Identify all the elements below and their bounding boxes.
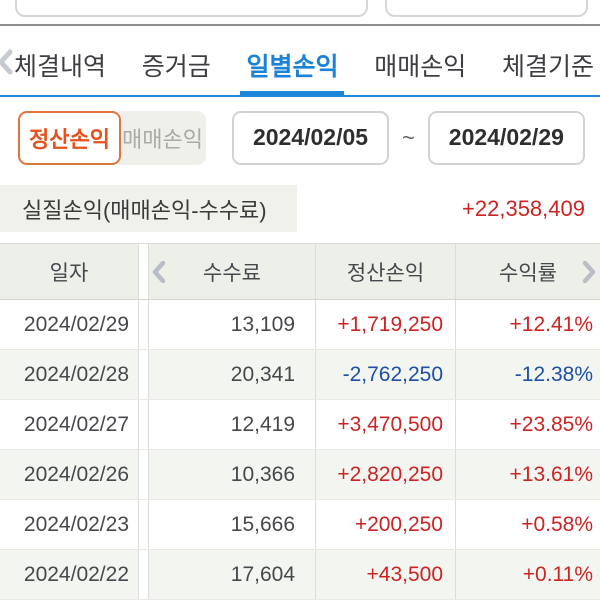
cell-date: 2024/02/23 (23, 512, 129, 536)
header-date: 일자 (49, 261, 89, 285)
cell-settlement-pl: -2,762,250 (342, 362, 443, 386)
cell-fee: 20,341 (230, 362, 295, 386)
cell-fee: 13,109 (230, 312, 295, 336)
net-pl-value: +22,358,409 (462, 195, 585, 221)
column-divider (138, 244, 139, 299)
column-divider (315, 244, 316, 299)
table-row[interactable]: 2024/02/29 13,109 +1,719,250 +12.41% (0, 300, 600, 350)
cell-settlement-pl: +2,820,250 (337, 462, 443, 486)
header-fee: 수수료 (203, 261, 261, 285)
tab-execution-basis[interactable]: 체결기준 (501, 52, 594, 81)
cell-date: 2024/02/29 (23, 312, 129, 336)
column-divider (148, 244, 149, 299)
columns-scroll-left-icon[interactable] (151, 260, 166, 288)
cell-date: 2024/02/22 (23, 562, 129, 586)
table-row[interactable]: 2024/02/28 20,341 -2,762,250 -12.38% (0, 350, 600, 400)
net-pl-label: 실질손익(매매손익-수수료) (0, 185, 297, 232)
table-row[interactable]: 2024/02/26 10,366 +2,820,250 +13.61% (0, 450, 600, 500)
cell-settlement-pl: +1,719,250 (337, 312, 443, 336)
cell-return-rate: +12.41% (509, 312, 594, 336)
table-row[interactable]: 2024/02/22 17,604 +43,500 +0.11% (0, 550, 600, 600)
cell-date: 2024/02/26 (23, 462, 129, 486)
cell-return-rate: +0.58% (521, 512, 593, 536)
cell-date: 2024/02/27 (23, 412, 129, 436)
cell-settlement-pl: +43,500 (366, 562, 444, 586)
trading-pl-button[interactable]: 매매손익 (119, 110, 206, 165)
table-body: 2024/02/29 13,109 +1,719,250 +12.41% 202… (0, 300, 600, 600)
columns-scroll-right-icon[interactable] (582, 260, 597, 288)
tab-bar: 체결내역 증거금 일별손익 매매손익 체결기준 (0, 26, 600, 97)
date-range-separator: ~ (402, 124, 415, 150)
cell-return-rate: +0.11% (522, 562, 593, 586)
cell-settlement-pl: +200,250 (354, 512, 443, 536)
table-header: 일자 수수료 정산손익 수익률 (0, 243, 600, 300)
header-settlement-pl: 정산손익 (346, 261, 425, 285)
net-pl-summary: 실질손익(매매손익-수수료) +22,358,409 (0, 185, 600, 232)
frozen-column-gap (139, 244, 148, 299)
column-divider (455, 244, 456, 299)
tab-margin[interactable]: 증거금 (141, 52, 211, 81)
cell-fee: 10,366 (230, 462, 295, 486)
tab-trading-pl[interactable]: 매매손익 (374, 52, 467, 81)
cell-return-rate: +13.61% (509, 462, 594, 486)
header-return-rate: 수익률 (499, 261, 557, 285)
cell-fee: 17,604 (230, 562, 295, 586)
tab-daily-pl[interactable]: 일별손익 (240, 26, 345, 97)
cell-fee: 12,419 (230, 412, 295, 436)
cell-return-rate: -12.38% (514, 362, 593, 386)
cell-return-rate: +23.85% (509, 412, 594, 436)
top-input-left[interactable] (15, 0, 368, 17)
cell-date: 2024/02/28 (23, 362, 129, 386)
tabs-scroll-left-icon[interactable] (0, 49, 13, 80)
filter-row: 정산손익 매매손익 2024/02/05 ~ 2024/02/29 (0, 97, 600, 178)
tab-execution-history[interactable]: 체결내역 (14, 52, 107, 81)
table-row[interactable]: 2024/02/27 12,419 +3,470,500 +23.85% (0, 400, 600, 450)
settlement-pl-button[interactable]: 정산손익 (18, 110, 121, 165)
cell-fee: 15,666 (230, 512, 295, 536)
top-bar (0, 0, 600, 26)
date-to-input[interactable]: 2024/02/29 (427, 110, 585, 165)
date-from-input[interactable]: 2024/02/05 (232, 110, 389, 165)
top-input-right[interactable] (385, 0, 588, 17)
pl-type-segmented-control: 정산손익 매매손익 (18, 110, 206, 165)
table-row[interactable]: 2024/02/23 15,666 +200,250 +0.58% (0, 500, 600, 550)
cell-settlement-pl: +3,470,500 (337, 412, 443, 436)
